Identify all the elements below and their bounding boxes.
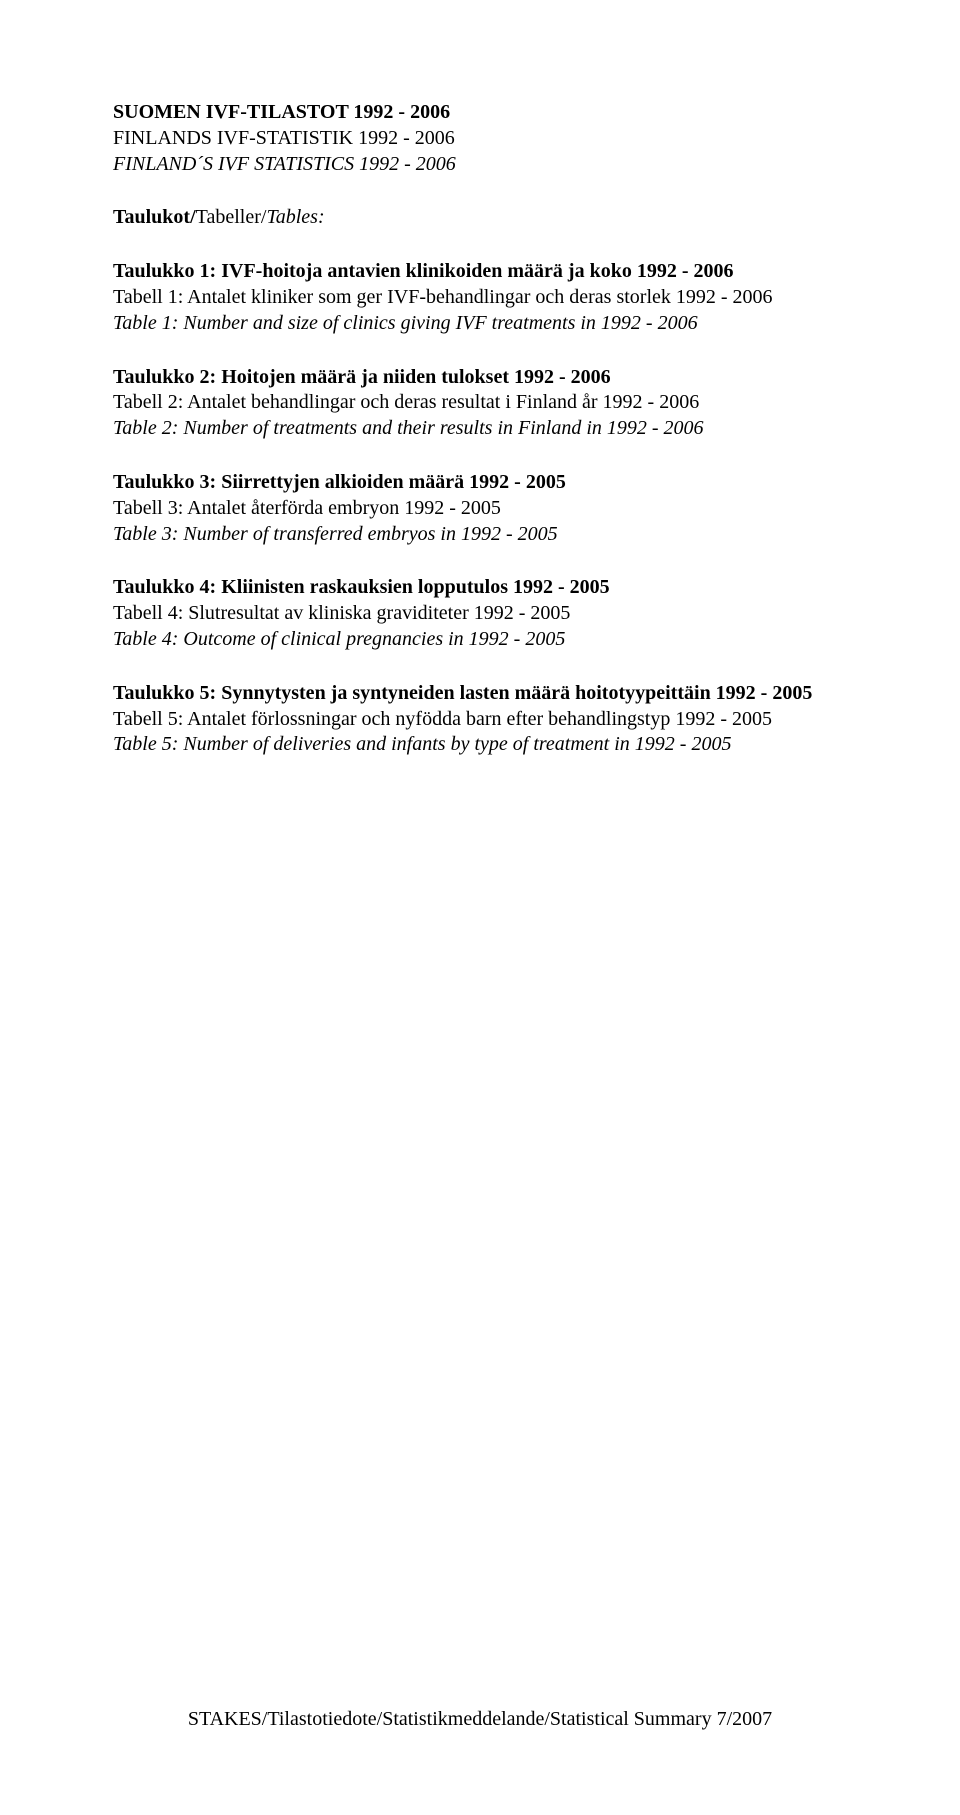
table4-swedish: Tabell 4: Slutresultat av kliniska gravi… [113, 602, 570, 624]
title-swedish: FINLANDS IVF-STATISTIK 1992 - 2006 [113, 127, 455, 149]
toc-label-block: Taulukot/Tabeller/Tables: [113, 205, 847, 231]
table1-block: Taulukko 1: IVF-hoitoja antavien kliniko… [113, 259, 847, 336]
table2-block: Taulukko 2: Hoitojen määrä ja niiden tul… [113, 365, 847, 442]
table2-english: Table 2: Number of treatments and their … [113, 417, 704, 439]
table1-english: Table 1: Number and size of clinics givi… [113, 312, 698, 334]
page-footer: STAKES/Tilastotiedote/Statistikmeddeland… [0, 1708, 960, 1731]
document-page: SUOMEN IVF-TILASTOT 1992 - 2006 FINLANDS… [0, 0, 960, 1815]
table5-finnish: Taulukko 5: Synnytysten ja syntyneiden l… [113, 682, 812, 704]
table5-block: Taulukko 5: Synnytysten ja syntyneiden l… [113, 681, 847, 758]
table3-finnish: Taulukko 3: Siirrettyjen alkioiden määrä… [113, 471, 566, 493]
table1-finnish: Taulukko 1: IVF-hoitoja antavien kliniko… [113, 260, 733, 282]
table4-block: Taulukko 4: Kliinisten raskauksien loppu… [113, 575, 847, 652]
toc-label-italic: Tables: [266, 206, 324, 228]
table3-english: Table 3: Number of transferred embryos i… [113, 523, 558, 545]
title-english: FINLAND´S IVF STATISTICS 1992 - 2006 [113, 153, 456, 175]
table5-swedish: Tabell 5: Antalet förlossningar och nyfö… [113, 708, 772, 730]
table3-block: Taulukko 3: Siirrettyjen alkioiden määrä… [113, 470, 847, 547]
table5-english: Table 5: Number of deliveries and infant… [113, 733, 731, 755]
toc-label-bold: Taulukot/ [113, 206, 196, 228]
header-block: SUOMEN IVF-TILASTOT 1992 - 2006 FINLANDS… [113, 100, 847, 177]
table2-swedish: Tabell 2: Antalet behandlingar och deras… [113, 391, 699, 413]
table2-finnish: Taulukko 2: Hoitojen määrä ja niiden tul… [113, 366, 611, 388]
title-finnish: SUOMEN IVF-TILASTOT 1992 - 2006 [113, 101, 450, 123]
table1-swedish: Tabell 1: Antalet kliniker som ger IVF-b… [113, 286, 773, 308]
toc-label-plain: Tabeller/ [196, 206, 267, 228]
table3-swedish: Tabell 3: Antalet återförda embryon 1992… [113, 497, 501, 519]
table4-finnish: Taulukko 4: Kliinisten raskauksien loppu… [113, 576, 610, 598]
table4-english: Table 4: Outcome of clinical pregnancies… [113, 628, 565, 650]
